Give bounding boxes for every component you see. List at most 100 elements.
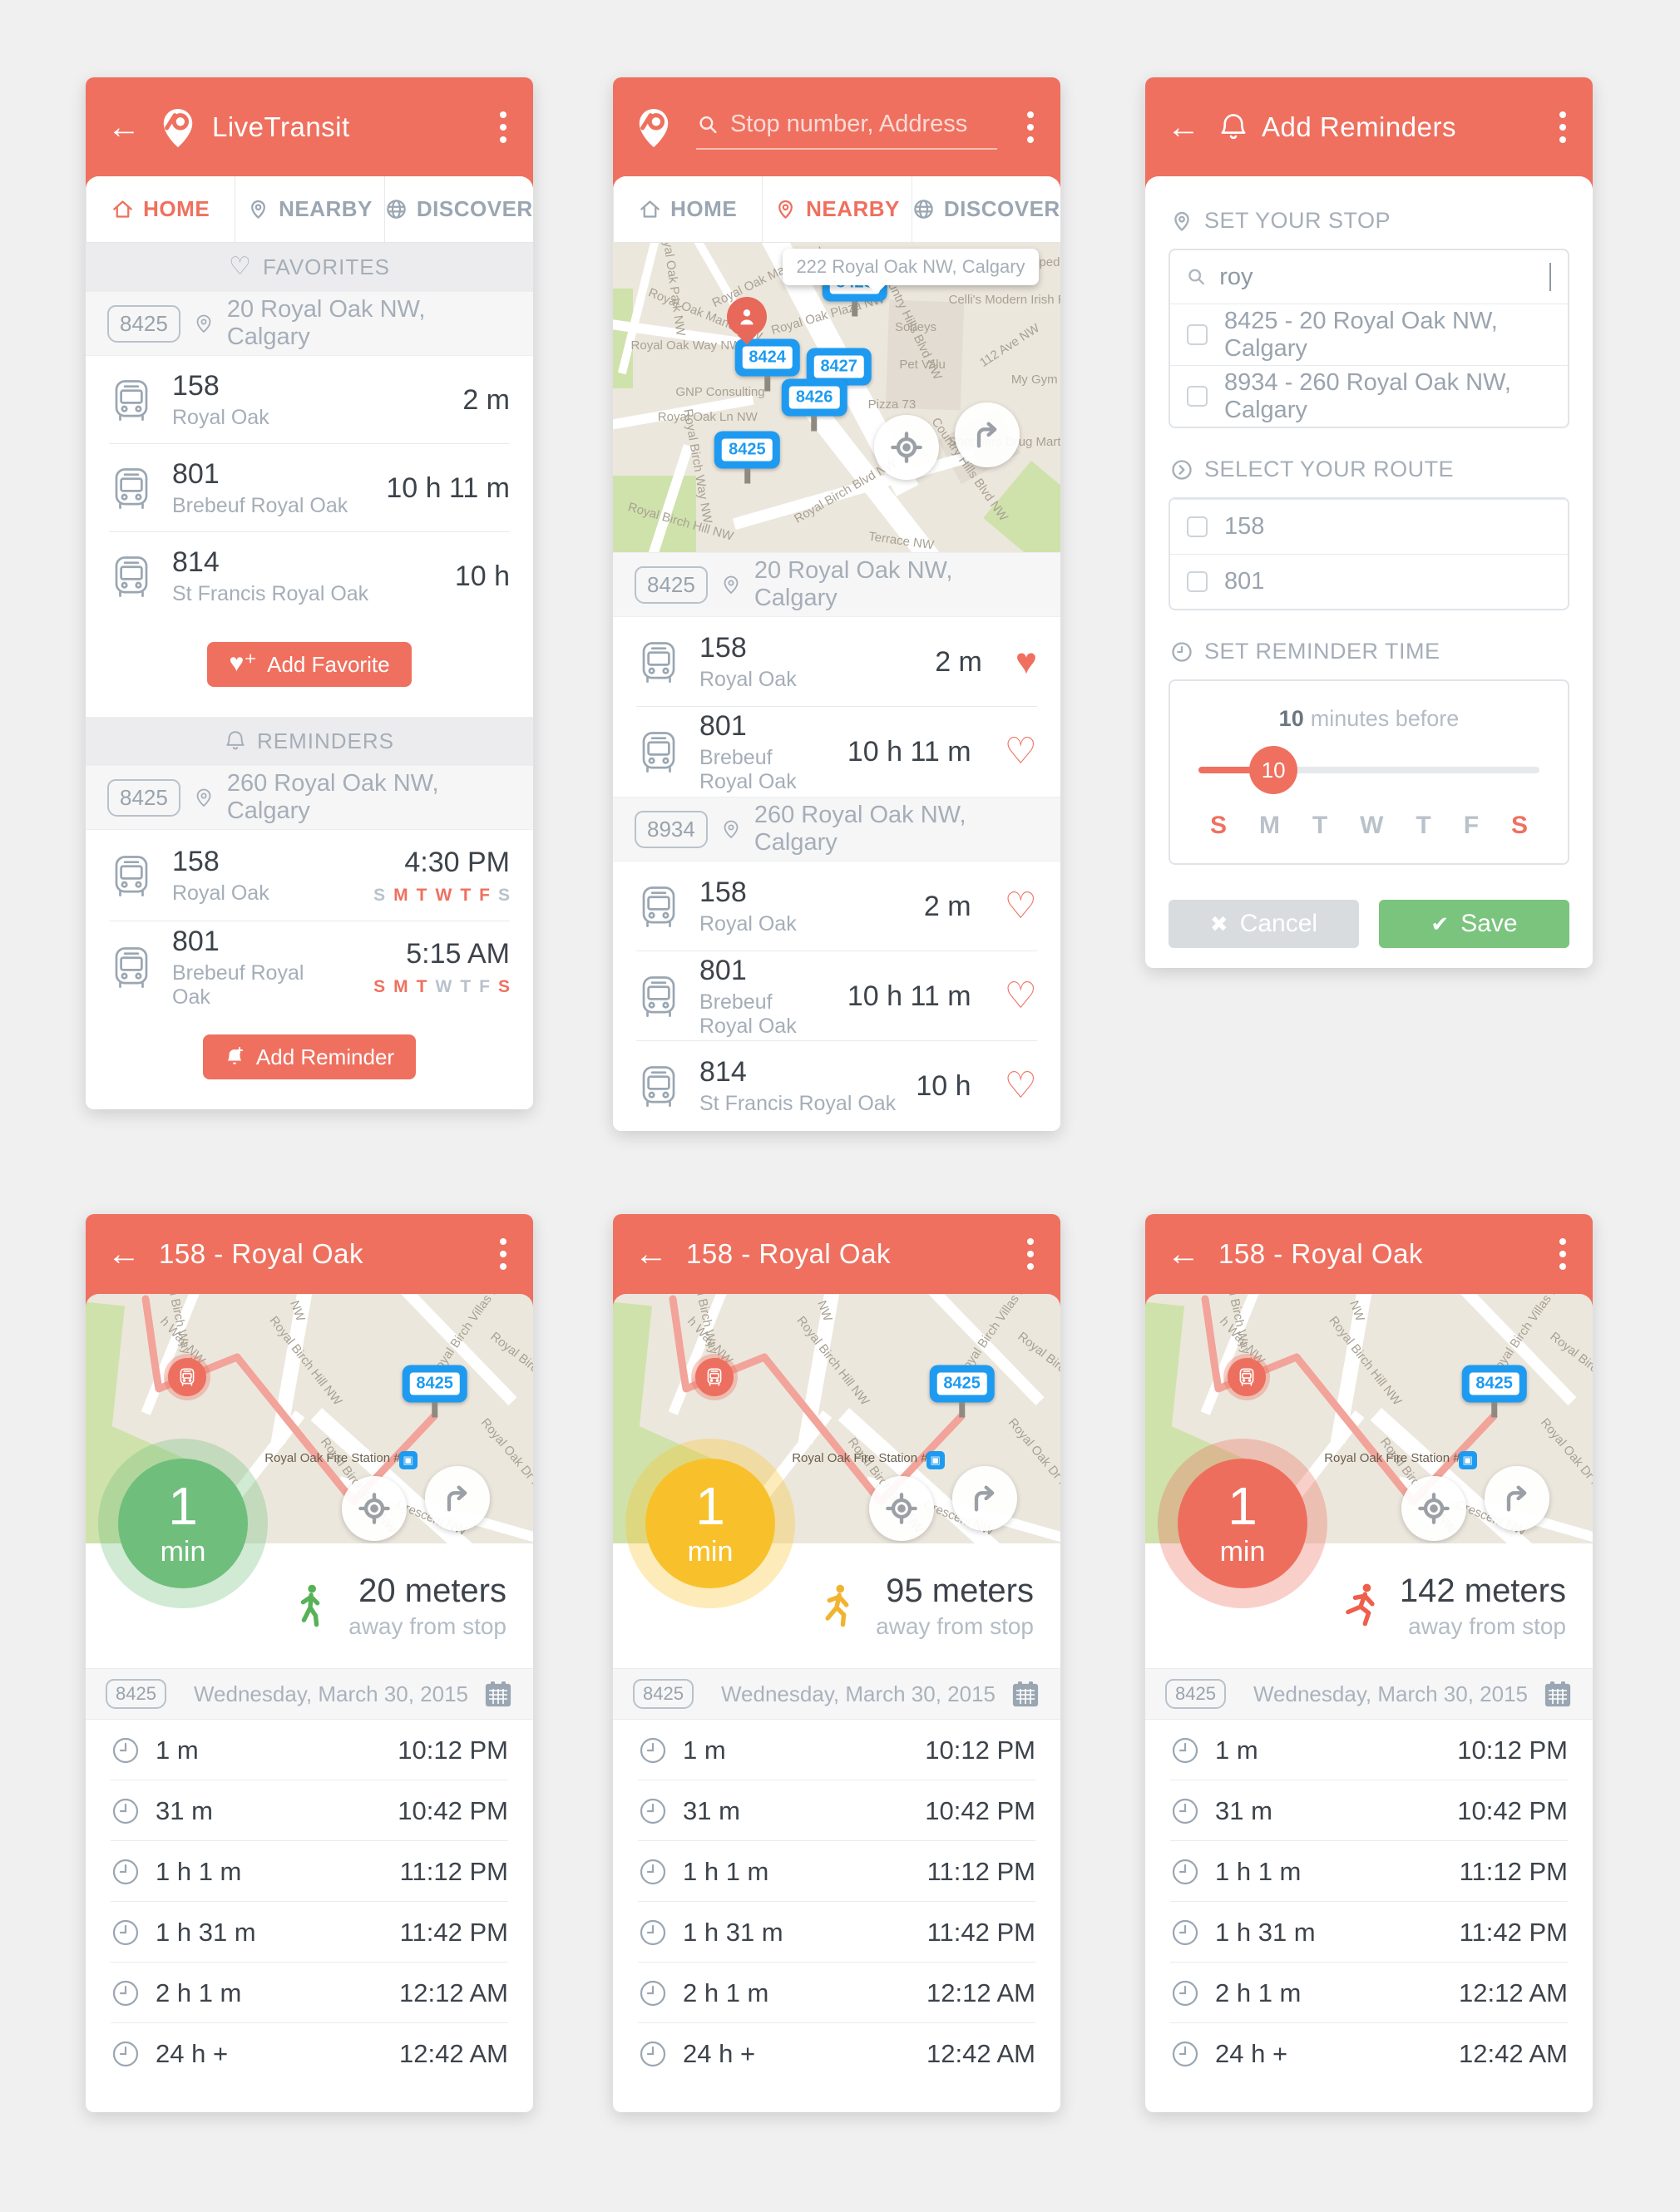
back-button[interactable]: ← (1167, 108, 1200, 146)
favorite-route-row[interactable]: 801 Brebeuf Royal Oak 10 h 11 m (86, 444, 533, 532)
nearby-route-row[interactable]: 801 Brebeuf Royal Oak 10 h 11 m (613, 707, 1060, 797)
stop-marker-number: 8425 (1469, 1372, 1519, 1395)
add-favorite-button[interactable]: ♥⁺ Add Favorite (207, 642, 412, 687)
back-button[interactable]: ← (107, 108, 141, 146)
day-toggle[interactable]: S (1210, 812, 1228, 839)
calendar-button[interactable] (483, 1679, 513, 1709)
favorite-heart-toggle[interactable] (1005, 888, 1037, 925)
tab-item[interactable]: DISCOVER (383, 176, 533, 242)
nearby-route-row[interactable]: 158 Royal Oak 2 m (613, 617, 1060, 707)
tab-item[interactable]: HOME (86, 176, 235, 242)
favorite-heart-toggle[interactable] (1005, 978, 1037, 1015)
back-button[interactable]: ← (635, 1236, 668, 1272)
nearby-route-row[interactable]: 801 Brebeuf Royal Oak 10 h 11 m (613, 951, 1060, 1041)
route-checkbox[interactable] (1187, 571, 1208, 592)
live-bus-marker[interactable] (1228, 1358, 1266, 1396)
stop-result-option[interactable]: 8934 - 260 Royal Oak NW, Calgary (1170, 365, 1568, 427)
day-toggle[interactable]: S (1510, 812, 1528, 839)
navigate-button[interactable] (1484, 1466, 1549, 1531)
live-bus-marker[interactable] (168, 1358, 206, 1396)
back-button[interactable]: ← (107, 1236, 141, 1272)
route-name: Royal Oak (699, 912, 797, 936)
schedule-list: 1 m 10:12 PM 31 m 10:42 PM 1 h 1 m 11:12… (1145, 1720, 1593, 2112)
route-option[interactable]: 801 (1170, 554, 1568, 609)
route-number: 801 (699, 709, 747, 742)
clock-icon (640, 2041, 666, 2066)
favorite-route-row[interactable]: 814 St Francis Royal Oak 10 h (86, 532, 533, 620)
eta-absolute: 12:42 AM (926, 2038, 1035, 2068)
cancel-button[interactable]: ✖ Cancel (1169, 900, 1359, 948)
stop-map-marker[interactable]: 8425 (714, 431, 780, 469)
locate-me-button[interactable] (873, 414, 939, 480)
bus-icon (642, 1066, 675, 1107)
menu-kebab-button[interactable] (1022, 1233, 1039, 1275)
day-toggle[interactable]: F (1463, 812, 1480, 839)
locate-me-button[interactable] (342, 1476, 407, 1541)
schedule-row: 1 h 31 m 11:42 PM (86, 1902, 533, 1963)
route-name: Royal Oak (172, 406, 269, 429)
calendar-button[interactable] (1010, 1679, 1040, 1709)
favorite-heart-toggle[interactable] (1005, 733, 1037, 770)
turn-arrow-icon (976, 422, 997, 448)
route-eta: 10 h (916, 1069, 971, 1102)
route-option[interactable]: 158 (1170, 499, 1568, 554)
map-address-tooltip: 222 Royal Oak NW, Calgary (783, 249, 1039, 286)
stop-checkbox[interactable] (1187, 324, 1208, 345)
save-button[interactable]: ✔ Save (1379, 900, 1569, 948)
bus-icon (642, 642, 675, 683)
tab-item[interactable]: HOME (613, 176, 762, 242)
map-street-label: Pet Valu (899, 357, 946, 372)
route-checkbox[interactable] (1187, 516, 1208, 537)
navigate-button[interactable] (424, 1466, 490, 1531)
day-toggle[interactable]: M (1258, 812, 1280, 839)
day-letter: F (479, 885, 490, 905)
stop-map-marker[interactable]: 8425 (402, 1365, 467, 1403)
favorite-route-row[interactable]: 158 Royal Oak 2 m (86, 356, 533, 444)
stop-search-input[interactable] (1219, 263, 1545, 291)
day-toggle[interactable]: W (1360, 812, 1384, 839)
day-letter: M (393, 976, 408, 996)
tab-item[interactable]: NEARBY (762, 176, 911, 242)
favorite-heart-toggle[interactable] (1015, 644, 1037, 680)
locate-me-button[interactable] (869, 1476, 934, 1541)
menu-kebab-button[interactable] (495, 106, 511, 148)
locate-me-button[interactable] (1401, 1476, 1466, 1541)
day-letter: M (393, 885, 408, 905)
calendar-button[interactable] (1543, 1679, 1573, 1709)
distance-subtext: away from stop (876, 1612, 1034, 1639)
stop-map-marker[interactable]: 8425 (1461, 1365, 1527, 1403)
nearby-route-row[interactable]: 814 St Francis Royal Oak 10 h (613, 1041, 1060, 1131)
stop-map-marker[interactable]: 8426 (781, 378, 847, 417)
menu-kebab-button[interactable] (495, 1233, 511, 1275)
menu-kebab-button[interactable] (1554, 1233, 1571, 1275)
menu-kebab-button[interactable] (1022, 106, 1039, 148)
search-input[interactable] (729, 111, 994, 138)
tab-item[interactable]: DISCOVER (911, 176, 1060, 242)
stop-map-marker[interactable]: 8425 (929, 1365, 995, 1403)
navigate-button[interactable] (954, 402, 1020, 467)
stop-checkbox[interactable] (1187, 386, 1208, 407)
stop-badge: 8934 (635, 810, 708, 848)
stop-map-marker[interactable]: 8424 (734, 338, 800, 377)
back-button[interactable]: ← (1167, 1236, 1200, 1272)
map-street-label: 112 Ave NW (976, 321, 1042, 371)
nearby-map[interactable]: The Chopped LeafMountainCulturesCelli's … (613, 243, 1060, 552)
minutes-slider[interactable]: 10 (1198, 746, 1539, 794)
tab-item[interactable]: NEARBY (235, 176, 383, 242)
reminders-section-header: REMINDERS (86, 717, 533, 765)
menu-kebab-button[interactable] (1554, 106, 1571, 148)
day-toggle[interactable]: T (1416, 812, 1431, 839)
live-bus-marker[interactable] (695, 1358, 734, 1396)
stop-result-option[interactable]: 8425 - 20 Royal Oak NW, Calgary (1170, 304, 1568, 365)
nearby-route-row[interactable]: 158 Royal Oak 2 m (613, 862, 1060, 951)
favorite-heart-toggle[interactable] (1005, 1068, 1037, 1104)
day-toggle[interactable]: T (1312, 812, 1328, 839)
add-reminder-button[interactable]: Add Reminder (202, 1034, 417, 1079)
schedule-date: Wednesday, March 30, 2015 (1253, 1681, 1528, 1706)
navigate-button[interactable] (951, 1466, 1017, 1531)
search-icon (699, 116, 717, 133)
clock-icon (1172, 1798, 1198, 1824)
slider-handle[interactable]: 10 (1249, 746, 1298, 794)
